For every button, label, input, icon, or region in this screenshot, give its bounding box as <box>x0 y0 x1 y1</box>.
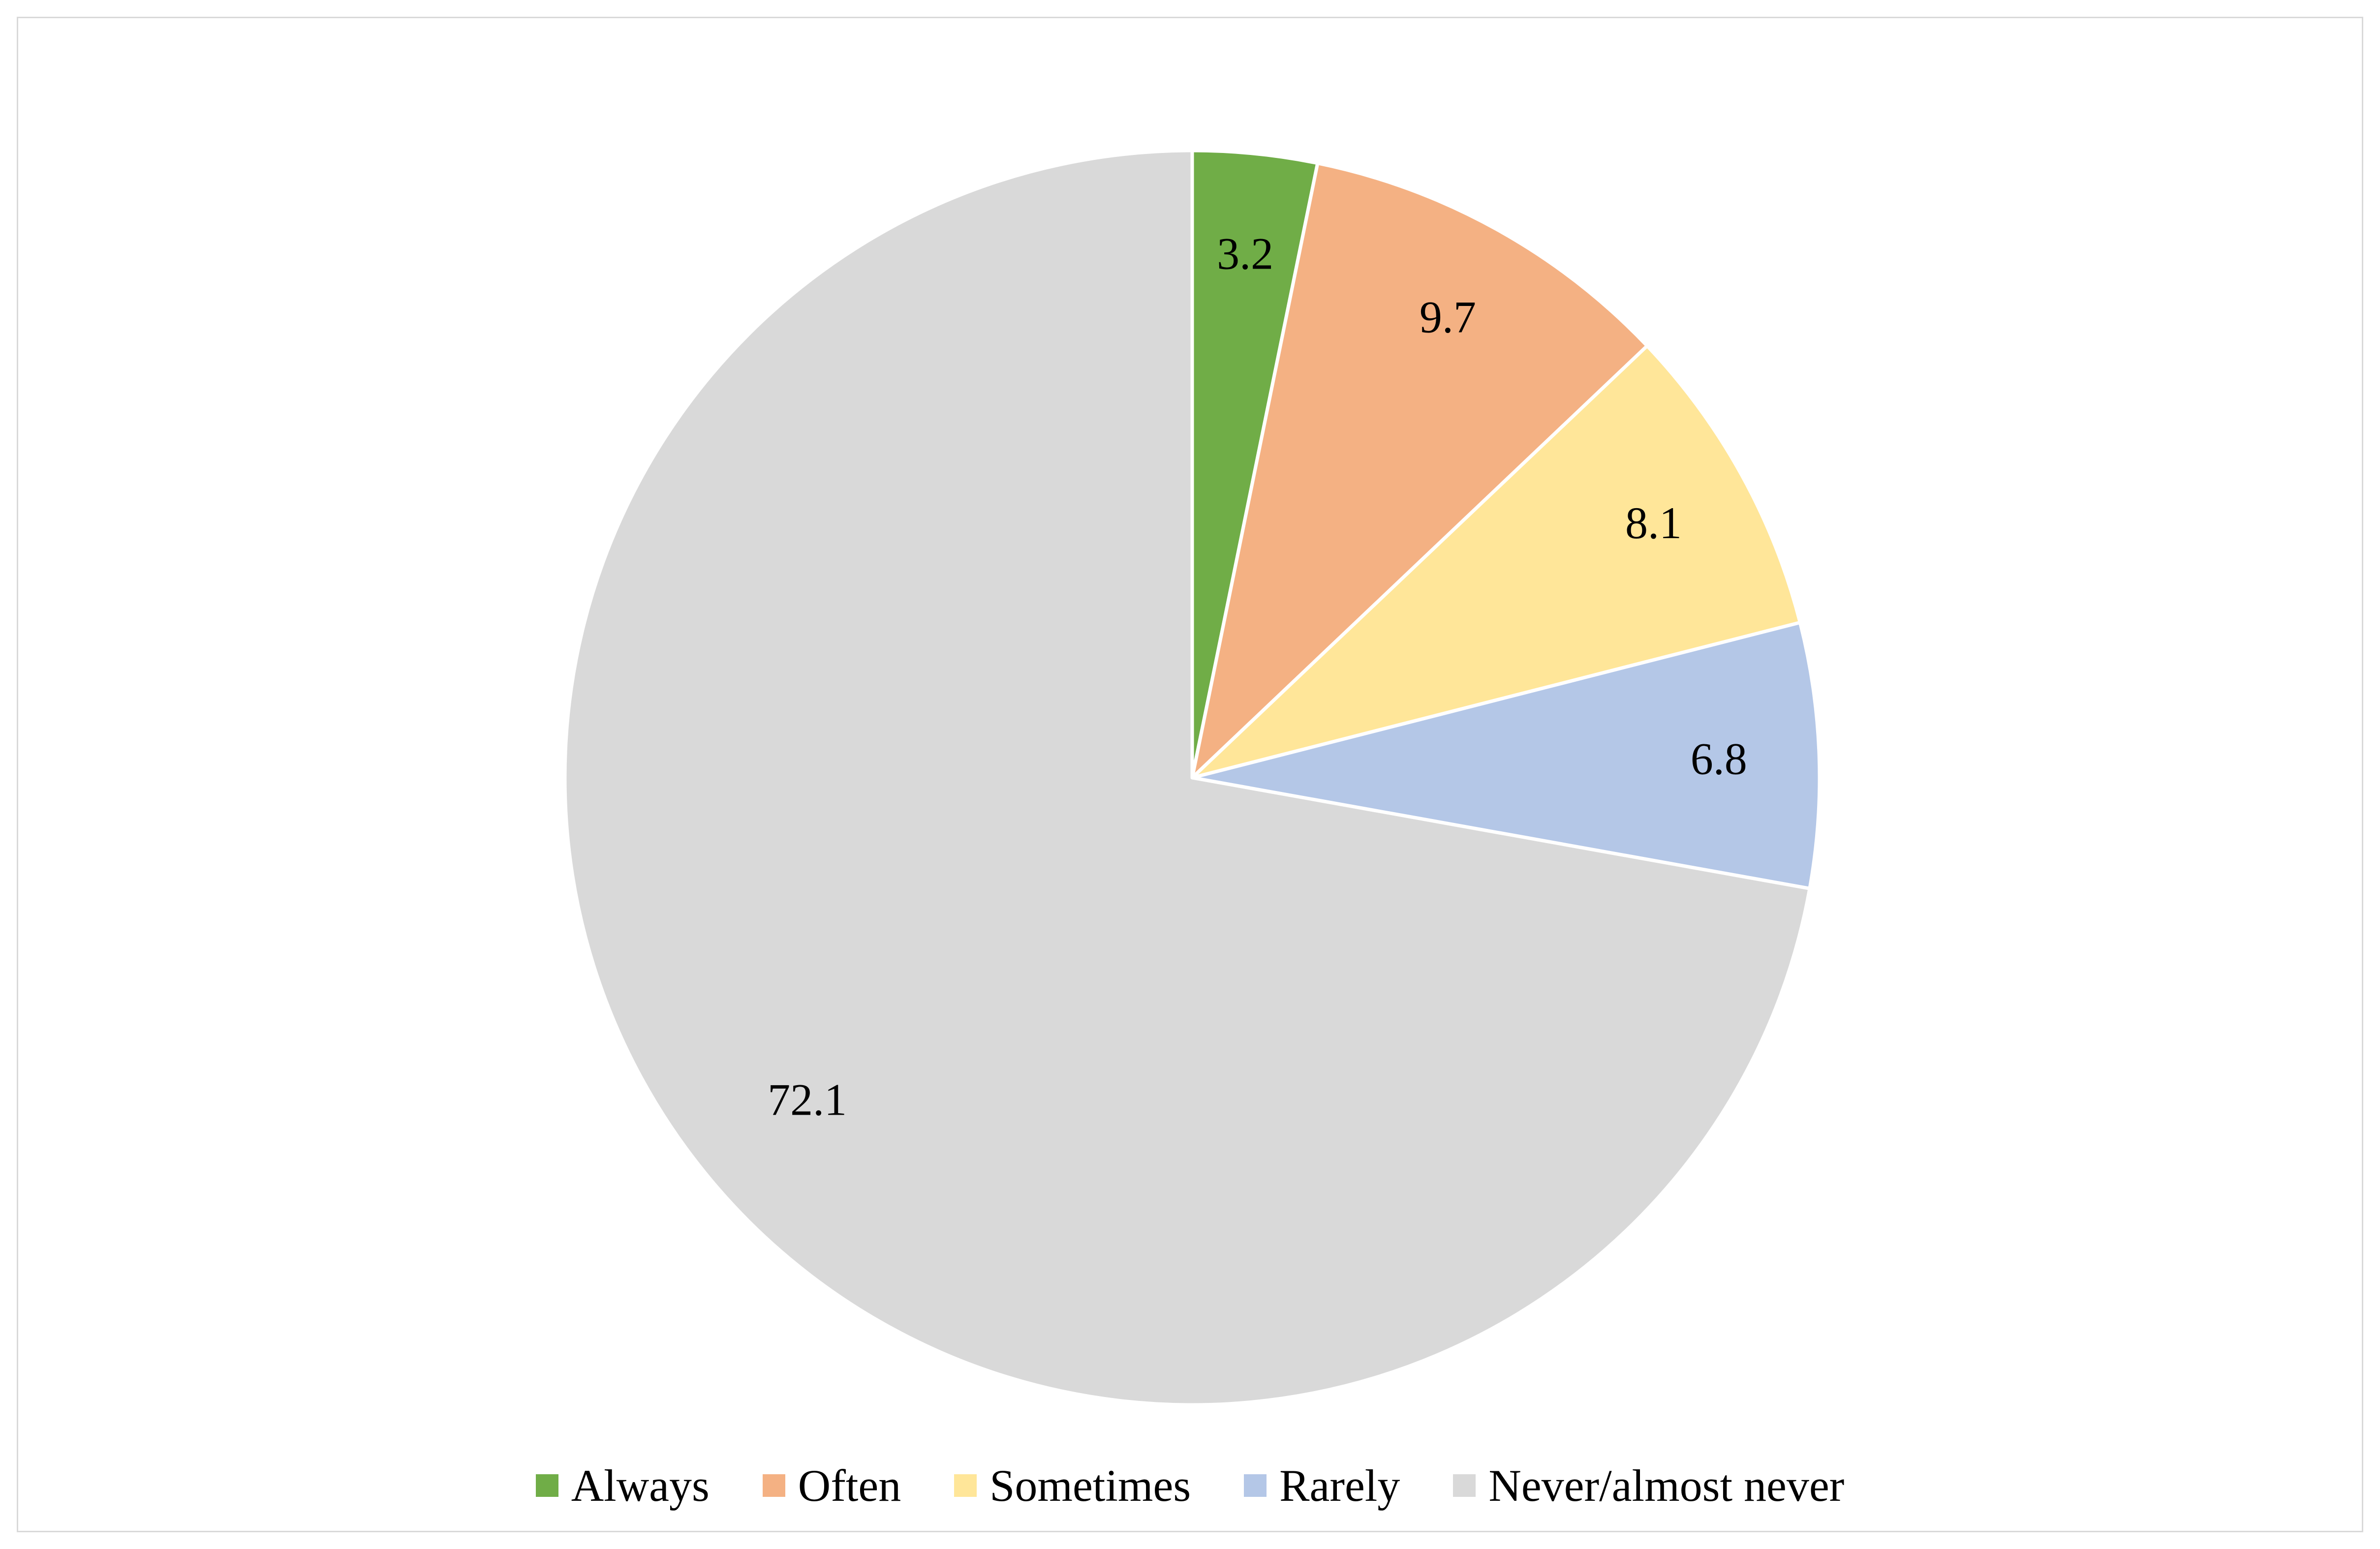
legend-label: Never/almost never <box>1488 1460 1845 1511</box>
legend-label: Always <box>571 1460 710 1511</box>
data-label-rarely: 6.8 <box>1691 733 1747 784</box>
data-label-often: 9.7 <box>1420 292 1476 342</box>
pie-slice-never-almost-never <box>563 149 1812 1407</box>
pie-slice-rarely <box>1190 621 1822 890</box>
data-label-never-almost-never: 72.1 <box>768 1074 847 1124</box>
data-label-always: 3.2 <box>1217 228 1273 278</box>
pie-slices <box>563 149 1822 1407</box>
legend-item-always: Always <box>535 1459 710 1512</box>
legend-swatch <box>762 1474 785 1497</box>
pie-data-labels: 3.2 9.7 8.1 6.8 72.1 <box>768 228 1747 1124</box>
legend-label: Often <box>798 1460 901 1511</box>
legend-label: Rarely <box>1279 1460 1400 1511</box>
legend-item-rarely: Rarely <box>1244 1459 1400 1512</box>
legend-item-never-almost-never: Never/almost never <box>1453 1459 1844 1512</box>
legend-swatch <box>1244 1474 1267 1497</box>
legend: Always Often Sometimes Rarely Never/almost n… <box>0 1456 2380 1515</box>
legend-swatch <box>954 1474 977 1497</box>
legend-label: Sometimes <box>989 1460 1191 1511</box>
legend-swatch <box>1453 1474 1476 1497</box>
legend-item-sometimes: Sometimes <box>954 1459 1191 1512</box>
pie-slice-sometimes <box>1190 344 1802 780</box>
legend-swatch <box>535 1474 558 1497</box>
pie-slice-often <box>1190 161 1649 780</box>
legend-item-often: Often <box>762 1459 901 1512</box>
data-label-sometimes: 8.1 <box>1625 498 1682 548</box>
